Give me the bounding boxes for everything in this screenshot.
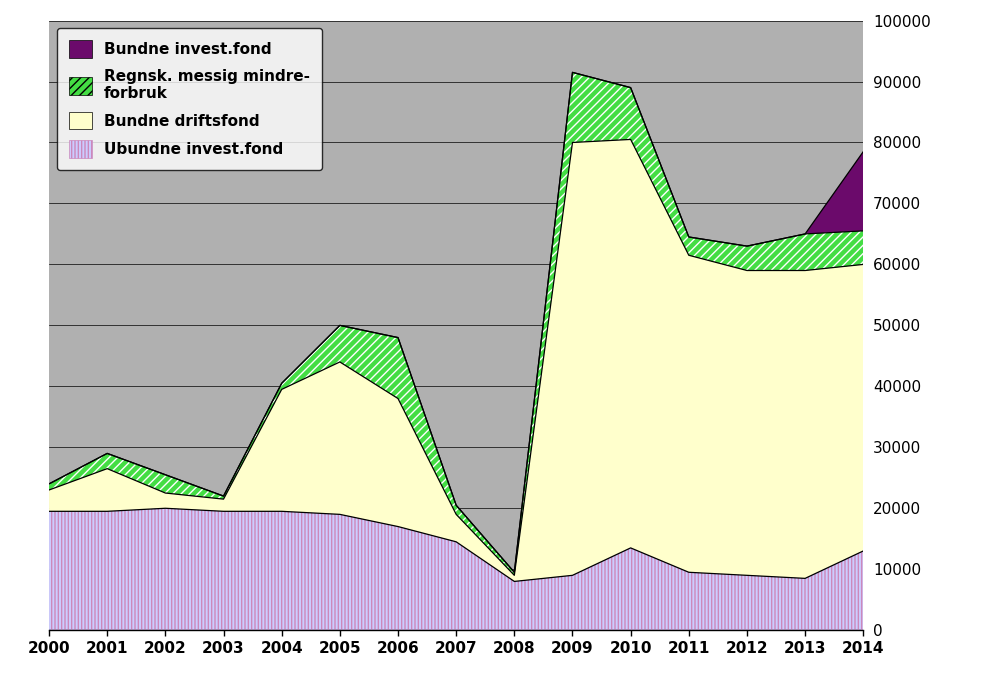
Legend: Bundne invest.fond, Regnsk. messig mindre-
forbruk, Bundne driftsfond, Ubundne i: Bundne invest.fond, Regnsk. messig mindr… [57, 28, 323, 170]
